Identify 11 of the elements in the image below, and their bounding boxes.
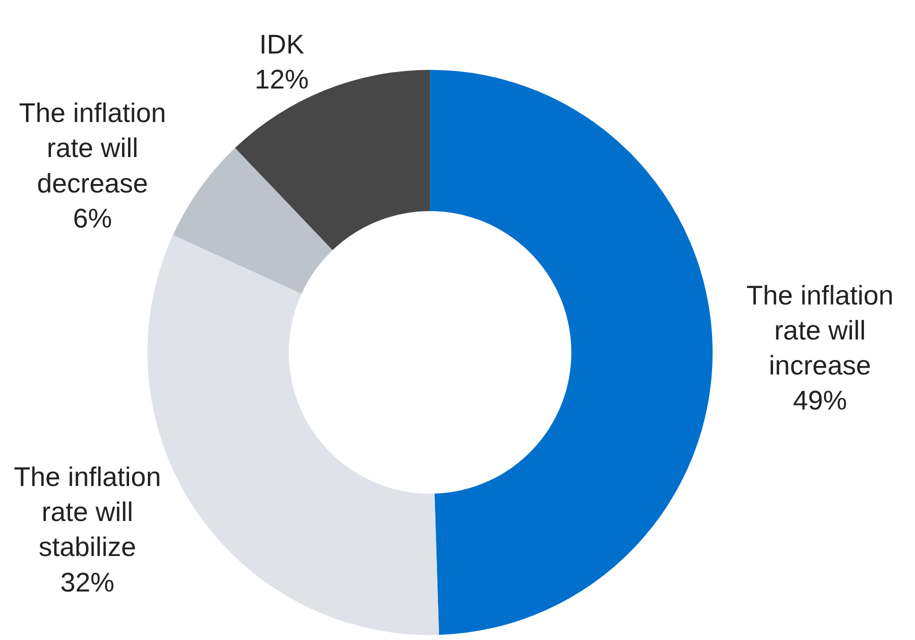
data-label: 49% — [792, 386, 847, 416]
slice-label: The inflation rate will stabilize — [14, 462, 161, 562]
donut-slice — [235, 70, 430, 250]
data-label: 12% — [254, 64, 309, 95]
donut-slice — [173, 148, 333, 294]
donut-slice — [430, 70, 713, 635]
slice-label: IDK — [259, 29, 304, 60]
slice-label: The inflation rate will decrease — [18, 98, 166, 198]
data-label: 6% — [72, 203, 112, 234]
data-label: 32% — [60, 567, 114, 598]
slice-label: The inflation rate will increase — [746, 280, 894, 380]
